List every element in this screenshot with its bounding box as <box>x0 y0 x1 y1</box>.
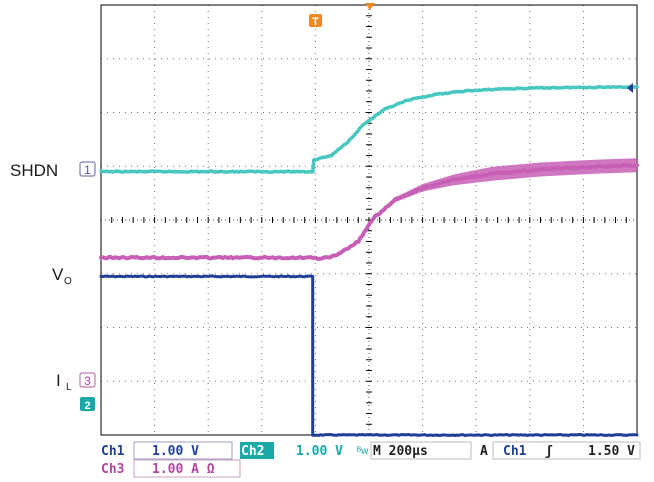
acquisition-mode: A <box>480 444 488 459</box>
ch2-readout-name: Ch2 <box>241 444 264 459</box>
trace-layer <box>99 84 639 437</box>
timebase-readout: M 200µs <box>373 444 428 459</box>
trigger-source-readout: Ch1 <box>503 444 527 459</box>
trigger-slope-icon: ʃ <box>545 444 553 459</box>
trigger-point-arrow <box>365 3 375 10</box>
ch3-readout-name: Ch3 <box>101 462 124 477</box>
ch1-ground-marker: 1 <box>79 161 96 177</box>
vo-label-subscript: O <box>64 276 72 287</box>
shdn-label: SHDN <box>10 161 58 180</box>
ch1-marker-label: 1 <box>84 163 91 177</box>
il-label-subscript: L <box>66 382 72 393</box>
il-label: I <box>56 371 61 390</box>
ch2-readout-value: 1.00 V <box>296 444 343 459</box>
ch3-ground-marker: 3 <box>79 372 96 388</box>
trigger-label: T <box>312 16 319 28</box>
bandwidth-limit-symbol: ᴮw <box>357 446 369 457</box>
ch3-readout-value: 1.00 A Ω <box>152 462 215 477</box>
vo-label: V <box>52 265 64 284</box>
ch3-marker-label: 3 <box>84 374 91 388</box>
readout-bar: Ch1 1.00 V Ch2 1.00 V ᴮw M 200µs A Ch1 ʃ… <box>101 441 641 478</box>
trigger-level-arrow <box>627 83 633 93</box>
ch1-readout-value: 1.00 V <box>152 444 199 459</box>
ch2-marker-label: 2 <box>84 400 90 412</box>
trace-il-ripple-band <box>358 158 637 242</box>
trigger-level-readout: 1.50 V <box>588 444 635 459</box>
trigger-position-marker: T <box>309 14 322 28</box>
ch1-readout-name: Ch1 <box>101 444 125 459</box>
trace-shdn <box>99 274 639 437</box>
trace-vo <box>99 84 639 174</box>
ch2-ground-marker: 2 <box>80 397 95 412</box>
